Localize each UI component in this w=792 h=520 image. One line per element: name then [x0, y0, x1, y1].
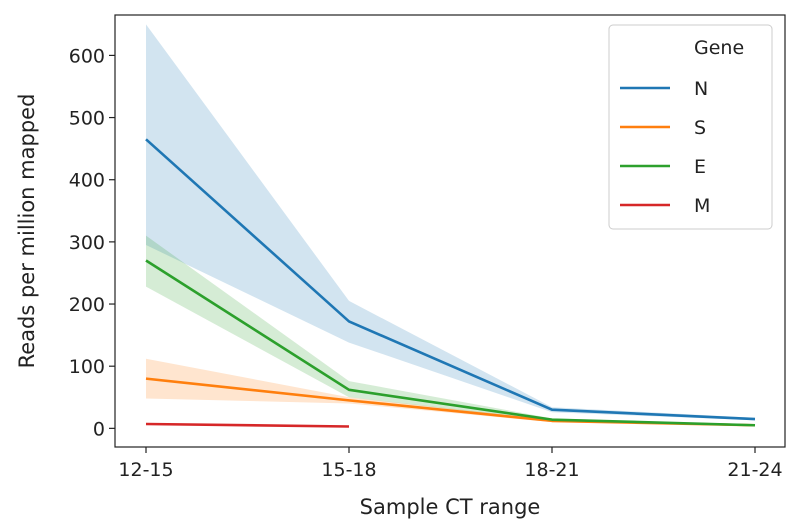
series-line-e: [145, 259, 756, 427]
y-tick-label: 0: [93, 418, 105, 440]
series-line-m: [145, 422, 350, 428]
y-axis: 0 100 200 300 400 500 600: [69, 45, 115, 440]
y-axis-label: Reads per million mapped: [15, 94, 39, 369]
legend-entry: S: [694, 117, 706, 139]
y-tick-label: 600: [69, 45, 105, 67]
y-tick-label: 200: [69, 294, 105, 316]
band-n: [146, 24, 755, 421]
y-tick-label: 300: [69, 232, 105, 254]
x-tick-label: 18-21: [524, 459, 579, 481]
plot-frame: [114, 14, 786, 448]
legend-entry: M: [694, 195, 710, 217]
series-line-n: [145, 138, 756, 421]
legend-entry: E: [694, 156, 706, 178]
x-axis-label: Sample CT range: [360, 495, 541, 519]
x-tick-label: 12-15: [118, 459, 173, 481]
legend-entry: N: [694, 78, 708, 100]
band-e: [146, 235, 755, 426]
x-axis: 12-15 15-18 18-21 21-24: [118, 447, 783, 481]
legend-title: Gene: [694, 37, 744, 59]
y-tick-label: 400: [69, 170, 105, 192]
x-tick-label: 21-24: [727, 459, 782, 481]
legend-box: [608, 24, 773, 230]
series-lines: [145, 138, 756, 428]
x-tick-label: 15-18: [321, 459, 376, 481]
y-tick-label: 500: [69, 108, 105, 130]
y-tick-label: 100: [69, 356, 105, 378]
